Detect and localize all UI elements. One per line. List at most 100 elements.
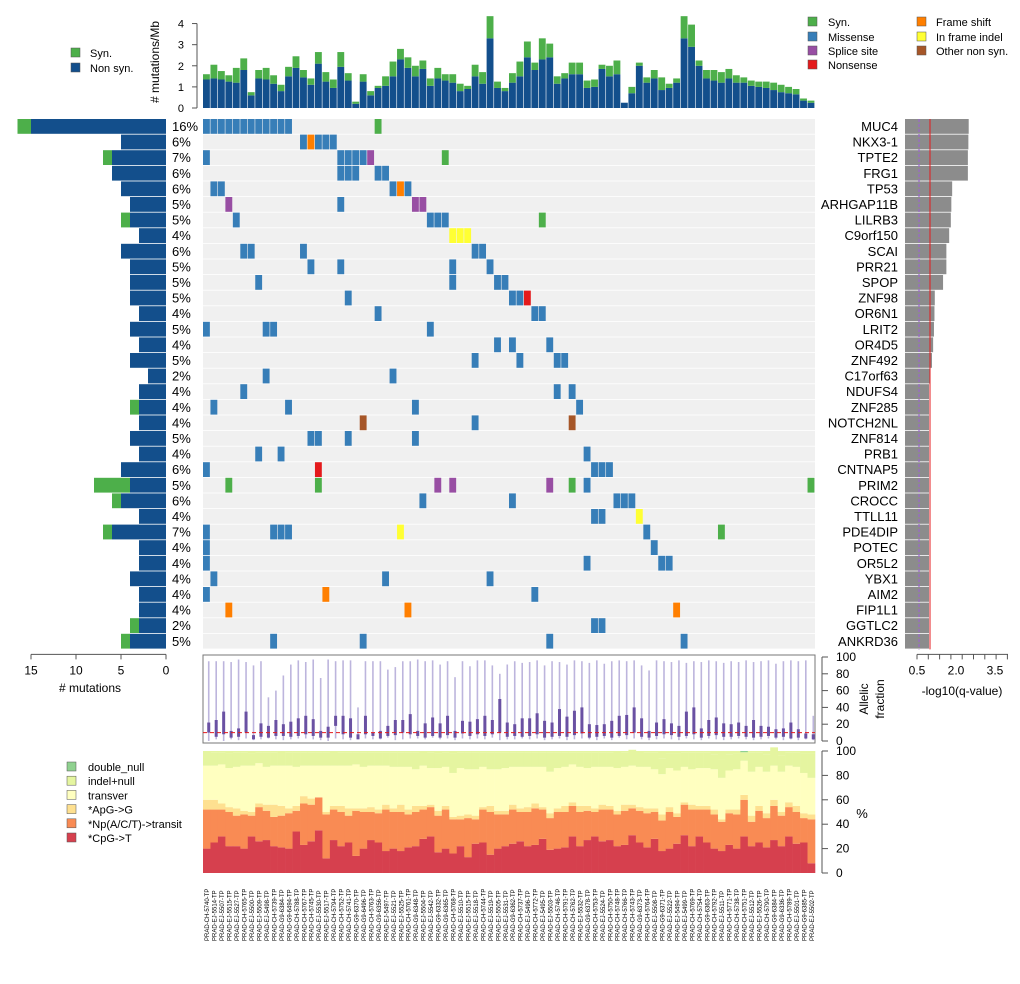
nonsyn-bar	[434, 78, 442, 108]
spectrum-indel-null	[225, 753, 234, 769]
gene-name: MUC4	[861, 119, 898, 134]
matrix-cell-missense	[531, 306, 539, 321]
spectrum-np-transit	[285, 813, 293, 849]
af-box	[550, 722, 554, 737]
spectrum-ylabel: %	[856, 806, 868, 821]
matrix-cell-missense	[344, 150, 352, 165]
af-box	[214, 720, 218, 737]
syn-bar	[688, 24, 695, 47]
sample-label: PRAD-G9-6348-TP	[414, 889, 420, 941]
spectrum-apg-g	[665, 807, 674, 812]
spectrum-transver	[635, 766, 644, 808]
spectrum-indel-null	[307, 752, 316, 766]
spectrum-tick-label: 60	[836, 793, 850, 807]
qvalue-bar	[905, 446, 929, 462]
syn-bar	[247, 92, 255, 96]
spectrum-transver	[546, 771, 555, 814]
spectrum-indel-null	[755, 751, 764, 753]
matrix-cell-missense	[643, 524, 651, 540]
spectrum-indel-null	[688, 752, 696, 770]
spectrum-apg-g	[329, 805, 338, 810]
spectrum-transver	[658, 774, 667, 815]
spectrum-transver	[755, 766, 764, 806]
gene-percent-labels: 16%6%7%6%6%5%5%4%6%5%5%5%4%5%4%5%2%4%4%4…	[172, 119, 198, 649]
spectrum-transver	[673, 770, 681, 814]
spectrum-np-transit	[658, 820, 667, 852]
spectrum-transver	[426, 768, 435, 805]
nonsyn-bar	[359, 81, 367, 108]
spectrum-indel-null	[643, 751, 652, 753]
spectrum-cpg-t	[785, 836, 793, 873]
spectrum-np-transit	[777, 815, 786, 847]
qvalue-bar	[905, 384, 929, 399]
syn-bar	[344, 73, 352, 81]
syn-bar	[703, 70, 710, 79]
spectrum-indel-null	[374, 751, 383, 753]
qvalue-bar	[905, 150, 968, 165]
nonsyn-bar	[501, 91, 509, 108]
gene-name: LILRB3	[855, 213, 898, 228]
syn-bar	[426, 78, 434, 86]
spectrum-transver	[732, 769, 741, 810]
sample-label: PRAD-CH-5767-TP	[302, 889, 308, 941]
spectrum-np-transit	[523, 812, 532, 847]
spectrum-transver	[643, 766, 652, 809]
syn-bar	[732, 75, 740, 83]
sample-labels: PRAD-CH-5740-TP PRAD-EJ-5514-TP PRAD-EJ-55…	[205, 889, 816, 941]
spectrum-apg-g	[561, 805, 570, 812]
gene-percent: 5%	[172, 275, 191, 290]
sample-label: PRAD-EJ-5530-TP	[317, 890, 323, 941]
spectrum-transver	[247, 765, 256, 812]
gene-name: C17orf63	[845, 369, 898, 384]
gene-nonsyn-bar	[130, 477, 166, 493]
top-y-axis: 0 1 2 3 4	[178, 19, 198, 115]
spectrum-transver	[800, 772, 808, 814]
spectrum-cpg-t	[792, 843, 801, 873]
spectrum-np-transit	[441, 809, 450, 849]
sample-label: PRAD-CH-5753-TP	[593, 889, 599, 941]
spectrum-transver	[598, 766, 607, 805]
q-tick-label: 3.5	[987, 663, 1004, 677]
spectrum-np-transit	[344, 815, 353, 843]
gene-percent: 5%	[172, 431, 191, 446]
legend-syn-nonsyn: Syn. Non syn.	[70, 47, 133, 75]
matrix-cell-missense	[240, 384, 248, 399]
spectrum-cpg-t	[717, 851, 726, 873]
nonsyn-bar	[688, 46, 695, 108]
qvalue-bar	[905, 571, 929, 587]
spectrum-indel-null	[426, 752, 435, 769]
matrix-cell-missense	[344, 431, 352, 446]
spectrum-cpg-t	[531, 844, 540, 873]
syn-bar	[471, 64, 479, 77]
gene-nonsyn-bar	[130, 275, 166, 290]
sample-label: PRAD-EJ-5511-TP	[720, 891, 726, 941]
qvalue-bar	[905, 540, 929, 555]
sample-label: PRAD-EJ-5526-TP	[758, 890, 764, 941]
spectrum-indel-null	[329, 751, 338, 766]
spectrum-apg-g	[277, 805, 286, 816]
af-box	[289, 721, 293, 737]
legend-frameshift-swatch	[916, 16, 927, 27]
matrix-row-bg	[203, 524, 815, 540]
allelic-fraction-panel: Allelic fraction 0 20 40 60 80 100	[202, 650, 887, 748]
spectrum-apg-g	[367, 807, 375, 812]
spectrum-transver	[613, 768, 622, 811]
spectrum-indel-null	[800, 753, 808, 773]
gene-syn-bar	[121, 633, 130, 649]
syn-bar	[538, 38, 546, 60]
top-tick-label: 0	[178, 103, 184, 115]
spectrum-np-transit	[225, 812, 234, 847]
matrix-cell-missense	[307, 431, 315, 446]
qvalue-bar	[905, 197, 952, 212]
spectrum-cpg-t	[411, 846, 420, 873]
nonsyn-bar	[747, 85, 755, 108]
nonsyn-bar	[240, 70, 248, 108]
gene-nonsyn-bar	[130, 633, 166, 649]
spectrum-apg-g	[344, 808, 353, 816]
nonsyn-bar	[404, 67, 412, 108]
matrix-cell-in_frame_indel	[464, 228, 472, 243]
matrix-cell-nonsense	[314, 462, 322, 477]
spectrum-np-transit	[747, 821, 756, 847]
spectrum-cpg-t	[344, 842, 353, 873]
spectrum-np-transit	[591, 812, 599, 837]
